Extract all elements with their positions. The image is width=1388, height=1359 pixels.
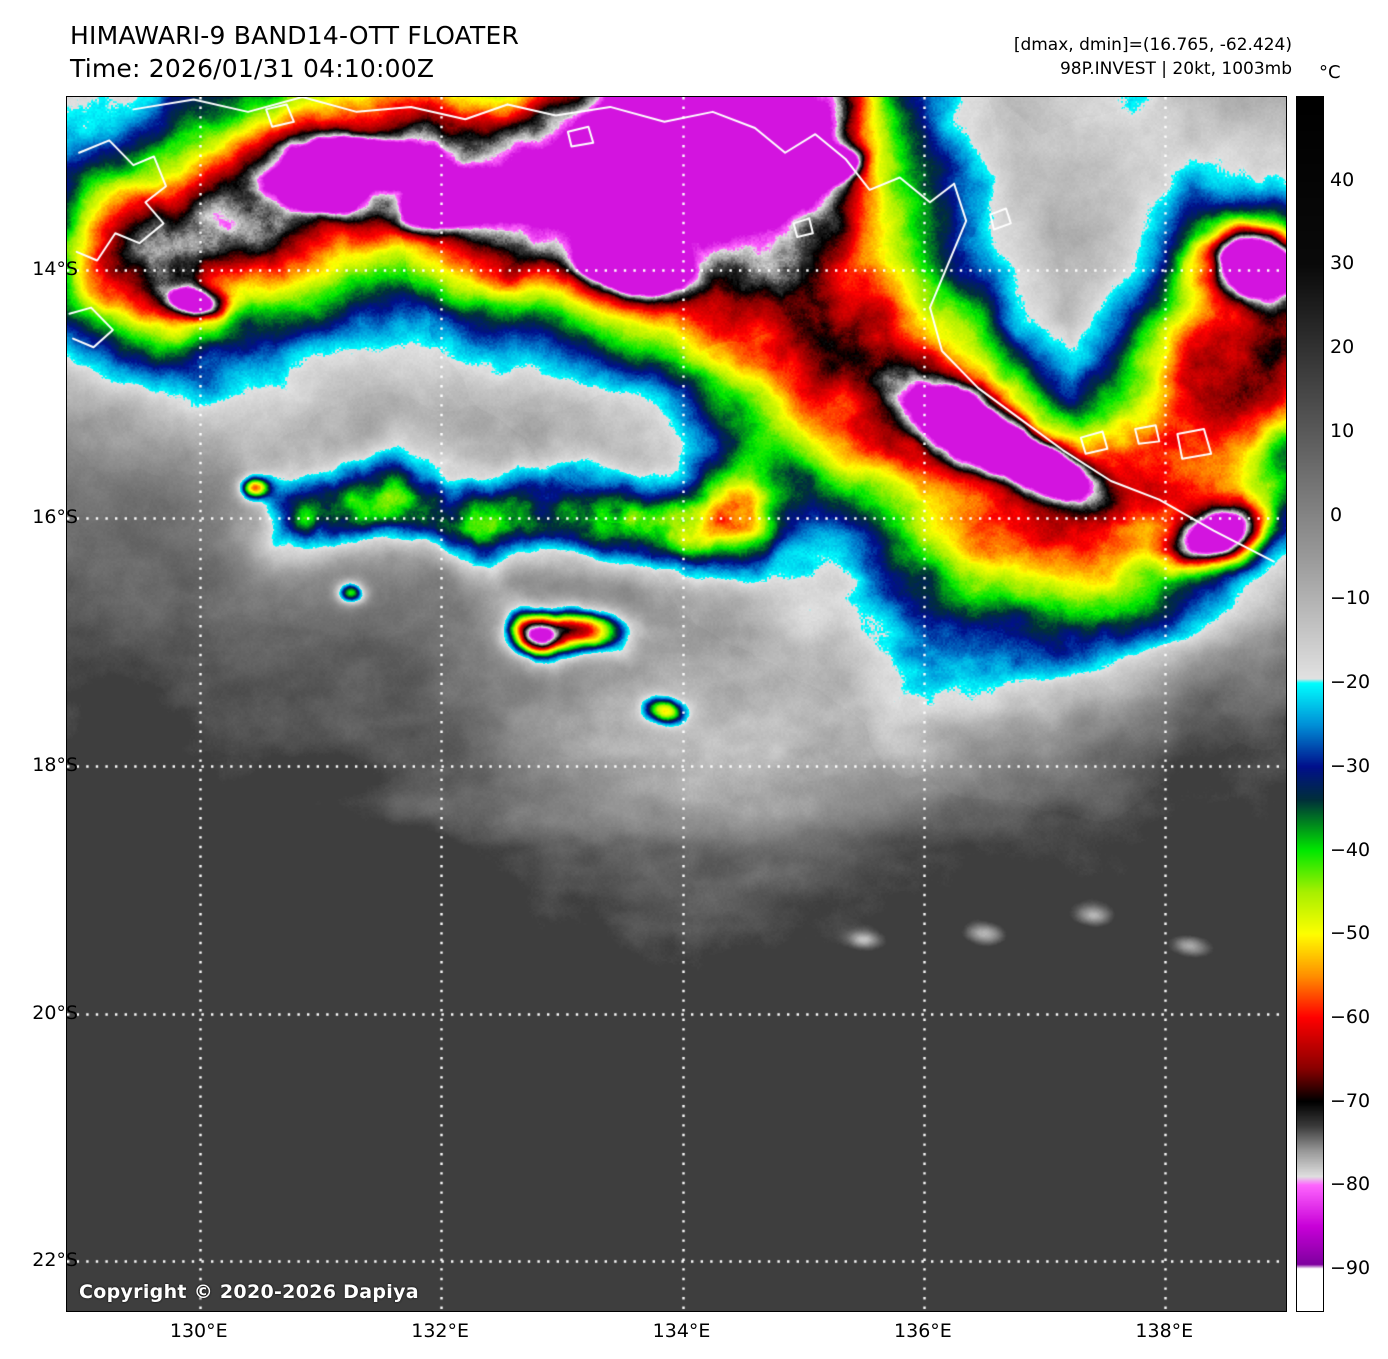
storm-info-label: 98P.INVEST | 20kt, 1003mb [1059,59,1292,80]
colorbar-tick-1: 30 [1330,252,1355,275]
colorbar-tick-6: −20 [1330,671,1371,694]
lat-tick-4: 22°S [32,1249,78,1272]
title-block: HIMAWARI-9 BAND14-OTT FLOATER Time: 2026… [70,20,519,85]
lat-tick-0: 14°S [32,258,78,281]
colorbar-tick-3: 10 [1330,419,1355,442]
colorbar-tick-13: −90 [1330,1257,1371,1280]
page-title: HIMAWARI-9 BAND14-OTT FLOATER [70,21,520,50]
colorbar-tick-7: −30 [1330,754,1371,777]
lon-tick-1: 132°E [411,1320,470,1342]
colorbar-tick-2: 20 [1330,336,1355,359]
metadata-block: [dmax, dmin]=(16.765, -62.424) 98P.INVES… [1014,33,1292,81]
timestamp-label: Time: 2026/01/31 04:10:00Z [70,53,435,83]
colorbar [1296,96,1324,1312]
colorbar-tick-10: −60 [1330,1005,1371,1028]
graticule-overlay [67,97,1286,1311]
lon-tick-0: 130°E [169,1320,228,1342]
colorbar-tick-0: 40 [1330,168,1355,191]
lon-tick-3: 136°E [894,1320,952,1342]
colorbar-unit-label: °C [1319,62,1341,83]
colorbar-tick-11: −70 [1330,1089,1371,1112]
lon-tick-4: 138°E [1135,1320,1194,1342]
lat-tick-2: 18°S [32,753,78,776]
colorbar-tick-5: −10 [1330,587,1371,610]
colorbar-tick-12: −80 [1330,1173,1371,1196]
dmax-dmin-label: [dmax, dmin]=(16.765, -62.424) [1013,35,1292,55]
lat-tick-3: 20°S [32,1001,78,1024]
lon-tick-2: 134°E [652,1320,711,1342]
colorbar-tick-9: −50 [1330,922,1371,945]
copyright-label: Copyright © 2020-2026 Dapiya [79,1281,419,1303]
colorbar-tick-8: −40 [1330,838,1371,861]
satellite-image-panel: Copyright © 2020-2026 Dapiya [66,96,1287,1312]
colorbar-gradient [1297,97,1323,1311]
colorbar-tick-4: 0 [1330,503,1343,526]
lat-tick-1: 16°S [32,506,78,529]
